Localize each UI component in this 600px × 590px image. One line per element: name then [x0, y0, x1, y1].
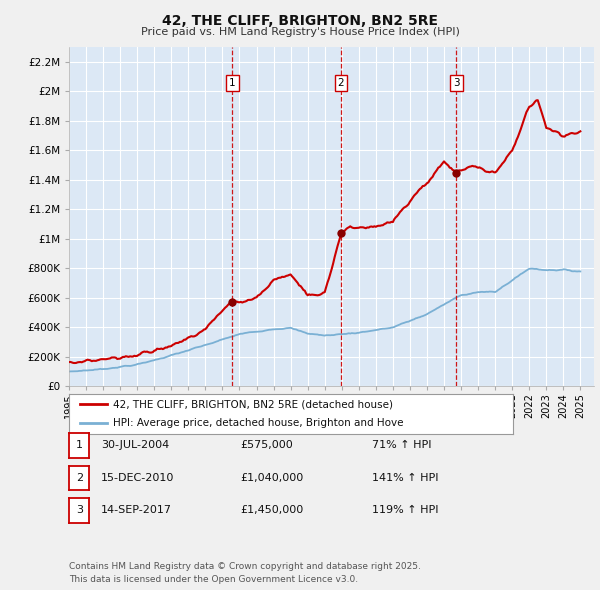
Text: £575,000: £575,000 [240, 441, 293, 450]
Text: 71% ↑ HPI: 71% ↑ HPI [372, 441, 431, 450]
Text: 30-JUL-2004: 30-JUL-2004 [101, 441, 169, 450]
Text: 42, THE CLIFF, BRIGHTON, BN2 5RE (detached house): 42, THE CLIFF, BRIGHTON, BN2 5RE (detach… [113, 399, 392, 409]
Text: 2: 2 [338, 78, 344, 88]
Text: HPI: Average price, detached house, Brighton and Hove: HPI: Average price, detached house, Brig… [113, 418, 403, 428]
Text: 14-SEP-2017: 14-SEP-2017 [101, 506, 172, 515]
Text: 15-DEC-2010: 15-DEC-2010 [101, 473, 174, 483]
Text: 141% ↑ HPI: 141% ↑ HPI [372, 473, 439, 483]
Text: Price paid vs. HM Land Registry's House Price Index (HPI): Price paid vs. HM Land Registry's House … [140, 28, 460, 37]
Text: £1,040,000: £1,040,000 [240, 473, 303, 483]
Text: Contains HM Land Registry data © Crown copyright and database right 2025.
This d: Contains HM Land Registry data © Crown c… [69, 562, 421, 584]
Text: 3: 3 [76, 506, 83, 515]
Text: 119% ↑ HPI: 119% ↑ HPI [372, 506, 439, 515]
Text: 2: 2 [76, 473, 83, 483]
Text: 1: 1 [229, 78, 236, 88]
Text: 3: 3 [453, 78, 460, 88]
Text: 42, THE CLIFF, BRIGHTON, BN2 5RE: 42, THE CLIFF, BRIGHTON, BN2 5RE [162, 14, 438, 28]
Text: £1,450,000: £1,450,000 [240, 506, 303, 515]
Text: 1: 1 [76, 441, 83, 450]
